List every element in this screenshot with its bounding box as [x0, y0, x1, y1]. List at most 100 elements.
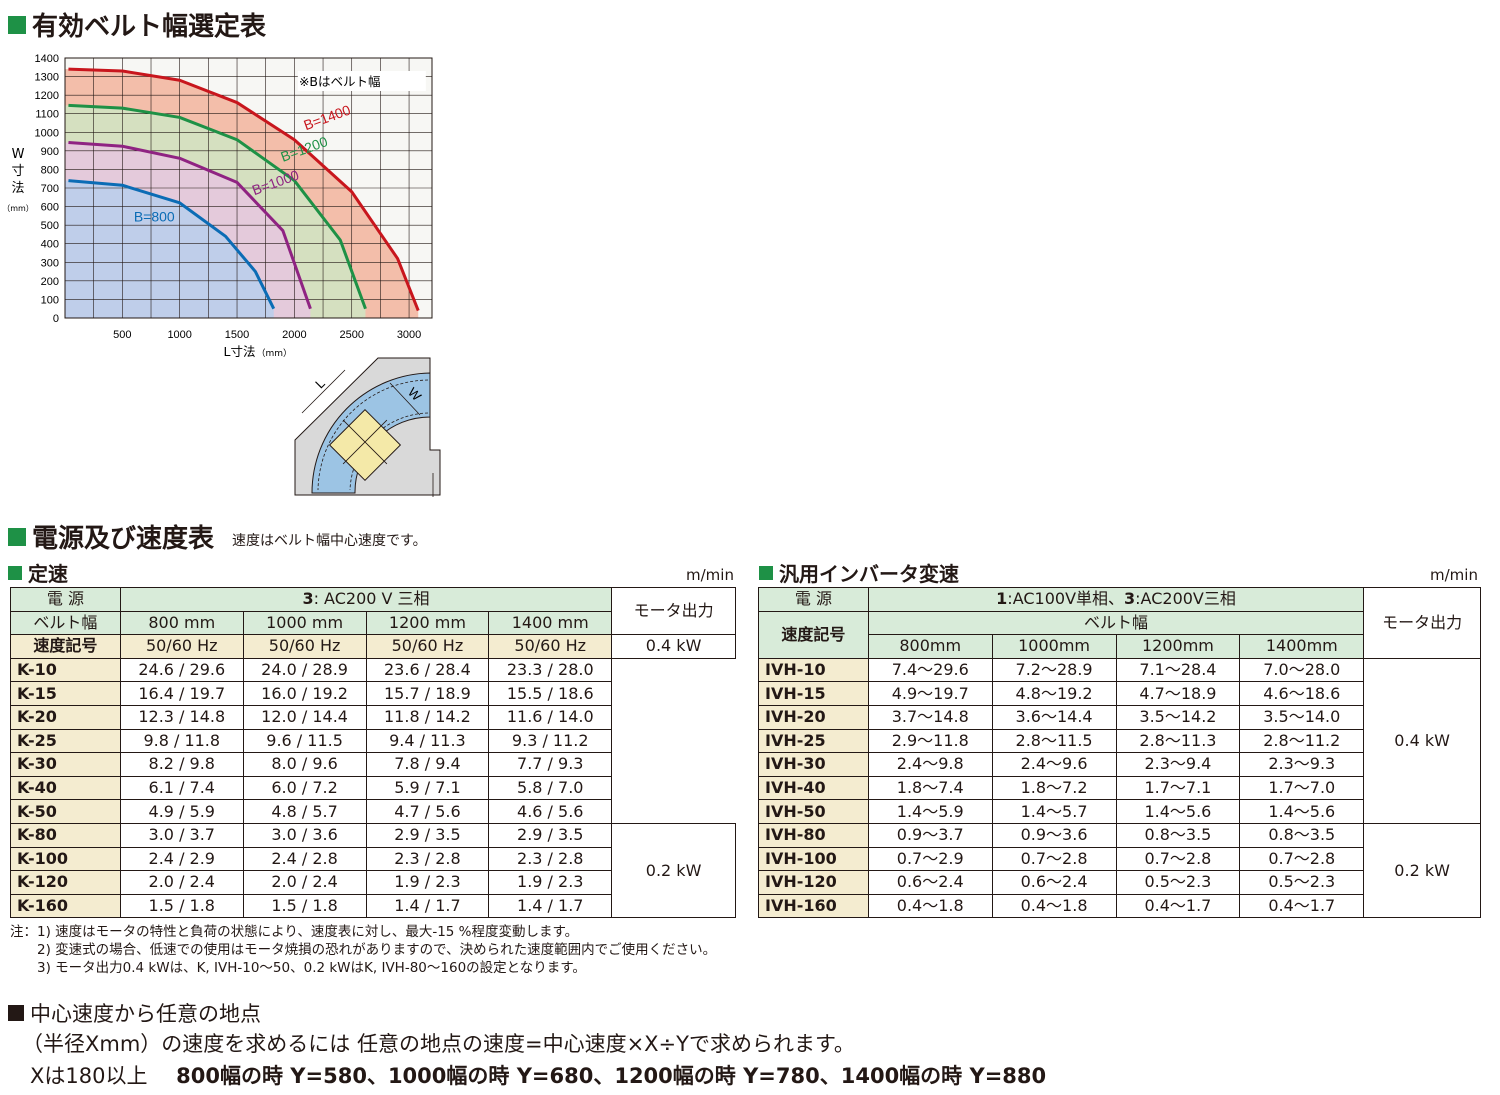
speed-code: IVH-40: [758, 775, 869, 801]
speed-code: IVH-20: [758, 704, 869, 730]
y-tick-label: 700: [41, 183, 59, 195]
x-tick-label: 1500: [225, 329, 249, 341]
belt-width: 1400 mm: [488, 610, 613, 636]
speed-code: K-80: [10, 822, 121, 848]
belt-width-chart: B=1400B=1200B=1000B=800※Bはベルト幅0100200300…: [2, 53, 433, 358]
speed-value: 0.8～3.5: [1115, 822, 1241, 848]
speed-value: 2.0 / 2.4: [119, 870, 244, 895]
speed-value: 2.3 / 2.8: [488, 846, 613, 872]
table-row: IVH-30 2.4～9.8 2.4～9.6 2.3～9.4 2.3～9.3: [758, 752, 1481, 777]
speed-value: 2.4 / 2.8: [242, 846, 367, 872]
speed-value: 5.9 / 7.1: [365, 775, 490, 801]
green-square-icon: [759, 565, 773, 580]
speed-value: 2.8～11.2: [1239, 728, 1365, 754]
belt-width: 1000mm: [991, 634, 1117, 659]
dim-line-l: [301, 369, 346, 414]
speed-value: 0.8～3.5: [1239, 822, 1365, 848]
speed-value: 24.0 / 28.9: [242, 657, 367, 683]
speed-code: K-100: [10, 846, 121, 872]
x-tick-label: 1000: [167, 329, 191, 341]
y-tick-label: 1100: [35, 109, 59, 121]
table-row: K-30 8.2 / 9.8 8.0 / 9.6 7.8 / 9.4 7.7 / 9.3: [10, 752, 736, 777]
belt-width: 800mm: [867, 634, 993, 659]
speed-value: 2.3 / 2.8: [365, 846, 490, 872]
note-line: 2) 変速式の場合、低速での使用はモータ焼損の恐れがありますので、決められた速度…: [10, 942, 717, 958]
code-label: 速度記号: [10, 634, 121, 659]
formula-text: （半径Xmm）の速度を求めるには 任意の地点の速度=中心速度×X÷Yで求められま…: [22, 1032, 855, 1056]
y-tick-label: 1400: [35, 53, 59, 65]
speed-value: 0.4～1.7: [1239, 893, 1365, 919]
speed-value: 1.9 / 2.3: [488, 870, 613, 895]
speed-value: 12.3 / 14.8: [119, 704, 244, 730]
y-tick-label: 400: [41, 239, 59, 251]
speed-code: IVH-15: [758, 681, 869, 706]
speed-value: 23.3 / 28.0: [488, 657, 613, 683]
y-tick-label: 600: [41, 202, 59, 214]
speed-code: K-30: [10, 752, 121, 777]
speed-value: 23.6 / 28.4: [365, 657, 490, 683]
speed-value: 0.5～2.3: [1115, 870, 1241, 895]
speed-value: 7.7 / 9.3: [488, 752, 613, 777]
green-square-icon: [8, 565, 22, 580]
series-line-B=1200: [68, 103, 367, 310]
speed-code: K-40: [10, 775, 121, 801]
series-line-B=1000: [68, 141, 312, 310]
speed-value: 11.8 / 14.2: [365, 704, 490, 730]
speed-value: 4.6～18.6: [1239, 681, 1365, 706]
table-row: K-40 6.1 / 7.4 6.0 / 7.2 5.9 / 7.1 5.8 / 7.0: [10, 775, 736, 801]
speed-value: 0.4～1.8: [991, 893, 1117, 919]
speed-value: 1.4～5.7: [991, 799, 1117, 824]
table-row: K-100 2.4 / 2.9 2.4 / 2.8 2.3 / 2.8 2.3 / 2.…: [10, 846, 736, 872]
table-row: K-160 1.5 / 1.8 1.5 / 1.8 1.4 / 1.7 1.4 / 1.…: [10, 893, 736, 919]
table-row: IVH-15 4.9～19.7 4.8～19.2 4.7～18.9 4.6～18.6: [758, 681, 1481, 706]
speed-value: 8.2 / 9.8: [119, 752, 244, 777]
speed-code: K-50: [10, 799, 121, 824]
speed-value: 9.8 / 11.8: [119, 728, 244, 754]
table-row: K-20 12.3 / 14.8 12.0 / 14.4 11.8 / 14.2 11.…: [10, 704, 736, 730]
freq: 50/60 Hz: [119, 634, 244, 659]
note-line: 3) モータ出力0.4 kWは、K, IVH-10～50、0.2 kWはK, I…: [10, 960, 586, 976]
speed-value: 15.7 / 18.9: [365, 681, 490, 706]
power-label: 電 源: [10, 587, 121, 612]
speed-value: 2.9 / 3.5: [488, 822, 613, 848]
table-row: K-25 9.8 / 11.8 9.6 / 11.5 9.4 / 11.3 9.3 / …: [10, 728, 736, 754]
y-values-text: Xは180以上 800幅の時 Y=580、1000幅の時 Y=680、1200幅…: [30, 1064, 1047, 1088]
fixed-speed-table: 電 源 3: AC200 V 三相 モータ出力 ベルト幅 800 mm 1000…: [10, 586, 736, 919]
speed-value: 0.4～1.8: [867, 893, 993, 919]
speed-value: 3.5～14.0: [1239, 704, 1365, 730]
motor-02kw: 0.2 kW: [1363, 822, 1481, 919]
speed-value: 7.4～29.6: [867, 657, 993, 683]
speed-code: K-10: [10, 657, 121, 683]
table-row: IVH-25 2.9～11.8 2.8～11.5 2.8～11.3 2.8～11.2: [758, 728, 1481, 754]
fixed-speed-title: 定速: [8, 558, 68, 587]
speed-value: 2.3～9.4: [1115, 752, 1241, 777]
dim-line-w: [389, 382, 421, 416]
speed-value: 16.0 / 19.2: [242, 681, 367, 706]
series-label: B=800: [134, 208, 175, 224]
table-row: IVH-20 3.7～14.8 3.6～14.4 3.5～14.2 3.5～14.0: [758, 704, 1481, 730]
speed-value: 0.5～2.3: [1239, 870, 1365, 895]
belt-width: 1400mm: [1239, 634, 1365, 659]
section2-title: 電源及び速度表 速度はベルト幅中心速度です。: [8, 518, 427, 555]
y-tick-label: 500: [41, 220, 59, 232]
notes: 注：1) 速度はモータの特性と負荷の状態により、速度表に対し、最大-15 %程度…: [10, 923, 716, 977]
x-tick-label: 2000: [282, 329, 306, 341]
fixed-unit: m/min: [686, 566, 734, 584]
speed-value: 1.4～5.9: [867, 799, 993, 824]
speed-value: 4.7 / 5.6: [365, 799, 490, 824]
speed-code: IVH-120: [758, 870, 869, 895]
freq: 50/60 Hz: [242, 634, 367, 659]
x-tick-label: 3000: [397, 329, 421, 341]
speed-value: 2.9 / 3.5: [365, 822, 490, 848]
inverter-speed-table: 電 源 1:AC100V単相、3:AC200V三相 モータ出力 速度記号 ベルト…: [758, 587, 1481, 919]
belt-width: 1200 mm: [365, 610, 490, 636]
box-cross-2: [342, 419, 388, 465]
note-box: [297, 71, 426, 91]
y-axis-unit: （mm）: [2, 204, 34, 213]
table-row: K-80 3.0 / 3.7 3.0 / 3.6 2.9 / 3.5 2.9 / 3.5…: [10, 822, 736, 919]
speed-code: IVH-50: [758, 799, 869, 824]
speed-value: 0.9～3.7: [867, 822, 993, 848]
speed-value: 3.5～14.2: [1115, 704, 1241, 730]
speed-code: IVH-30: [758, 752, 869, 777]
green-square-icon: [8, 15, 26, 34]
